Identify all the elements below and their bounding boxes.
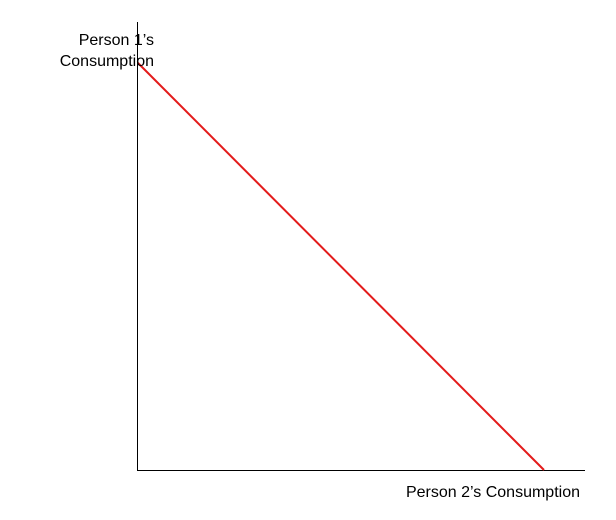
y-axis-label-line1: Person 1’s: [78, 32, 154, 49]
consumption-possibility-line: [137, 62, 545, 471]
y-axis-label-line2: Consumption: [59, 53, 154, 70]
y-axis-label: Person 1’s Consumption: [60, 30, 154, 72]
x-axis-label: Person 2’s Consumption: [405, 484, 580, 501]
